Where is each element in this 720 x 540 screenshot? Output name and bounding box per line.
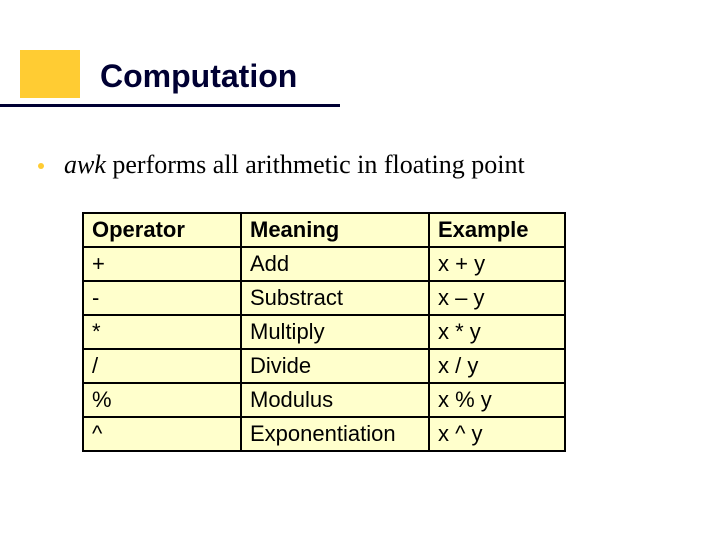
cell-operator: ^: [83, 417, 241, 451]
title-accent-block: [20, 50, 80, 98]
col-header-example: Example: [429, 213, 565, 247]
cell-meaning: Multiply: [241, 315, 429, 349]
page-title: Computation: [100, 58, 297, 95]
bullet-italic: awk: [64, 150, 106, 179]
table-row: * Multiply x * y: [83, 315, 565, 349]
cell-example: x / y: [429, 349, 565, 383]
cell-meaning: Modulus: [241, 383, 429, 417]
col-header-operator: Operator: [83, 213, 241, 247]
table-row: - Substract x – y: [83, 281, 565, 315]
operators-table: Operator Meaning Example + Add x + y - S…: [82, 212, 566, 452]
table-row: + Add x + y: [83, 247, 565, 281]
table-row: ^ Exponentiation x ^ y: [83, 417, 565, 451]
cell-meaning: Divide: [241, 349, 429, 383]
table-row: % Modulus x % y: [83, 383, 565, 417]
bullet-text: awk performs all arithmetic in floating …: [64, 150, 525, 180]
col-header-meaning: Meaning: [241, 213, 429, 247]
table-row: / Divide x / y: [83, 349, 565, 383]
cell-meaning: Add: [241, 247, 429, 281]
cell-example: x * y: [429, 315, 565, 349]
cell-operator: *: [83, 315, 241, 349]
cell-meaning: Substract: [241, 281, 429, 315]
bullet-icon: [38, 163, 44, 169]
cell-operator: /: [83, 349, 241, 383]
cell-example: x + y: [429, 247, 565, 281]
bullet-rest: performs all arithmetic in floating poin…: [106, 150, 525, 179]
cell-operator: %: [83, 383, 241, 417]
cell-operator: -: [83, 281, 241, 315]
cell-operator: +: [83, 247, 241, 281]
cell-example: x ^ y: [429, 417, 565, 451]
cell-example: x % y: [429, 383, 565, 417]
table-header-row: Operator Meaning Example: [83, 213, 565, 247]
title-underline: [0, 104, 340, 107]
cell-meaning: Exponentiation: [241, 417, 429, 451]
cell-example: x – y: [429, 281, 565, 315]
bullet-line: awk performs all arithmetic in floating …: [38, 150, 678, 180]
